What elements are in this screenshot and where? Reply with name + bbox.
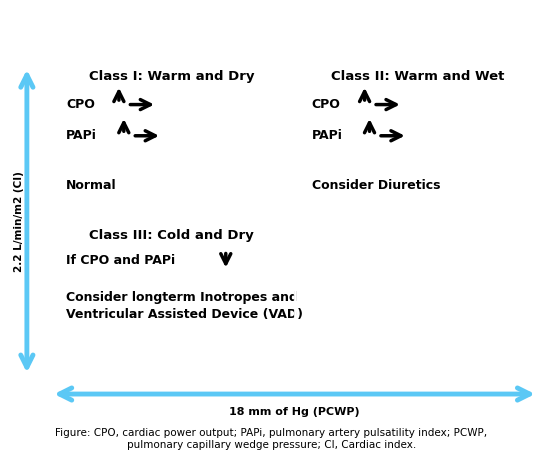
- Text: Forrester Classification of Heart Failure: Forrester Classification of Heart Failur…: [71, 20, 472, 37]
- Text: 2.2 L/min/m2 (CI): 2.2 L/min/m2 (CI): [14, 170, 23, 272]
- Text: If CPO and PAPi: If CPO and PAPi: [312, 254, 421, 267]
- Text: Class IV: Cold and Wet: Class IV: Cold and Wet: [333, 229, 501, 242]
- Text: Consider longterm Inotropes and
Ventricular Assisted Device (VAD): Consider longterm Inotropes and Ventricu…: [66, 291, 303, 321]
- Text: If CPO and PAPi: If CPO and PAPi: [66, 254, 175, 267]
- Text: Class I: Warm and Dry: Class I: Warm and Dry: [89, 70, 255, 83]
- Text: Class II: Warm and Wet: Class II: Warm and Wet: [331, 70, 504, 83]
- Text: Consider Diuretics: Consider Diuretics: [312, 178, 440, 191]
- Text: 18 mm of Hg (PCWP): 18 mm of Hg (PCWP): [229, 407, 360, 417]
- Text: Consider Vasopressors and
Inotropes and VAD as Bridge to
longterm destination th: Consider Vasopressors and Inotropes and …: [312, 293, 532, 340]
- Text: Figure: CPO, cardiac power output; PAPi, pulmonary artery pulsatility index; PCW: Figure: CPO, cardiac power output; PAPi,…: [55, 428, 488, 450]
- Text: PAPi: PAPi: [312, 129, 343, 142]
- Text: CPO: CPO: [312, 98, 340, 111]
- Text: PAPi: PAPi: [66, 129, 97, 142]
- Text: Normal: Normal: [66, 178, 117, 191]
- Text: CPO: CPO: [66, 98, 95, 111]
- Text: Class III: Cold and Dry: Class III: Cold and Dry: [90, 229, 254, 242]
